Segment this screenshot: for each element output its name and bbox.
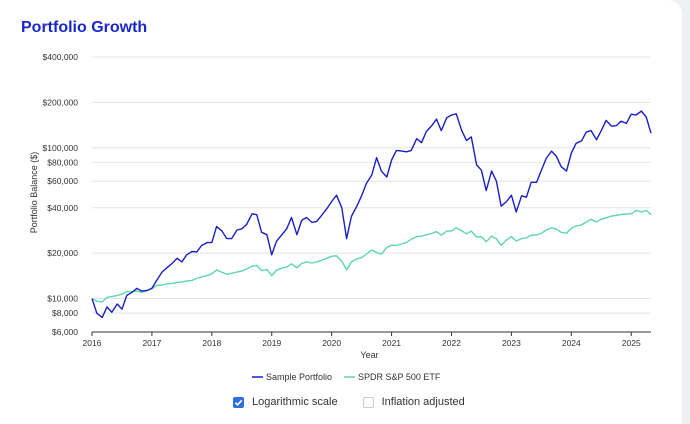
x-axis-ticks: 2016 2017 2018 2019 2020 2021 2022 2023 2024 2025	[83, 332, 641, 348]
y-tick-label: $100,000	[43, 143, 79, 153]
y-tick-label: $400,000	[43, 52, 79, 62]
y-tick-label: $10,000	[47, 294, 78, 304]
y-axis-ticks: $6,000 $8,000 $10,000 $20,000 $40,000 $60,000…	[43, 52, 79, 337]
legend-item[interactable]: Sample Portfolio	[252, 372, 332, 382]
x-tick-label: 2016	[83, 338, 102, 348]
checkbox-checked-icon[interactable]	[233, 396, 244, 408]
page-title: Portfolio Growth	[21, 19, 148, 36]
log-scale-toggle[interactable]: Logarithmic scale	[233, 396, 338, 408]
y-tick-label: $20,000	[47, 248, 78, 258]
checkbox-unchecked-icon[interactable]	[362, 396, 374, 408]
y-tick-label: $200,000	[43, 97, 79, 107]
inflation-adjusted-toggle[interactable]: Inflation adjusted	[362, 396, 465, 408]
y-tick-label: $80,000	[47, 157, 78, 167]
x-tick-label: 2019	[262, 338, 281, 348]
x-tick-label: 2024	[562, 338, 581, 348]
legend-label: Sample Portfolio	[266, 372, 332, 382]
chart-options: Logarithmic scale Inflation adjusted	[233, 396, 490, 408]
x-tick-label: 2023	[502, 338, 521, 348]
x-tick-label: 2018	[202, 338, 221, 348]
series-line	[91, 209, 652, 303]
legend[interactable]: Sample Portfolio SPDR S&P 500 ETF	[252, 372, 441, 382]
y-tick-label: $8,000	[52, 308, 78, 318]
series-line	[91, 110, 652, 319]
x-axis-title: Year	[360, 350, 378, 360]
legend-item[interactable]: SPDR S&P 500 ETF	[344, 372, 441, 382]
y-axis-title: Portfolio Balance ($)	[29, 152, 39, 234]
log-scale-label: Logarithmic scale	[252, 396, 338, 408]
y-tick-label: $60,000	[47, 176, 78, 186]
x-tick-label: 2021	[382, 338, 401, 348]
grid-lines	[92, 56, 651, 333]
inflation-adjusted-label: Inflation adjusted	[381, 396, 465, 408]
x-tick-label: 2017	[142, 338, 161, 348]
y-tick-label: $6,000	[52, 327, 78, 337]
y-tick-label: $40,000	[47, 203, 78, 213]
series-lines	[91, 110, 652, 319]
x-tick-label: 2022	[442, 338, 461, 348]
x-tick-label: 2025	[622, 338, 641, 348]
x-tick-label: 2020	[322, 338, 341, 348]
legend-label: SPDR S&P 500 ETF	[358, 372, 441, 382]
